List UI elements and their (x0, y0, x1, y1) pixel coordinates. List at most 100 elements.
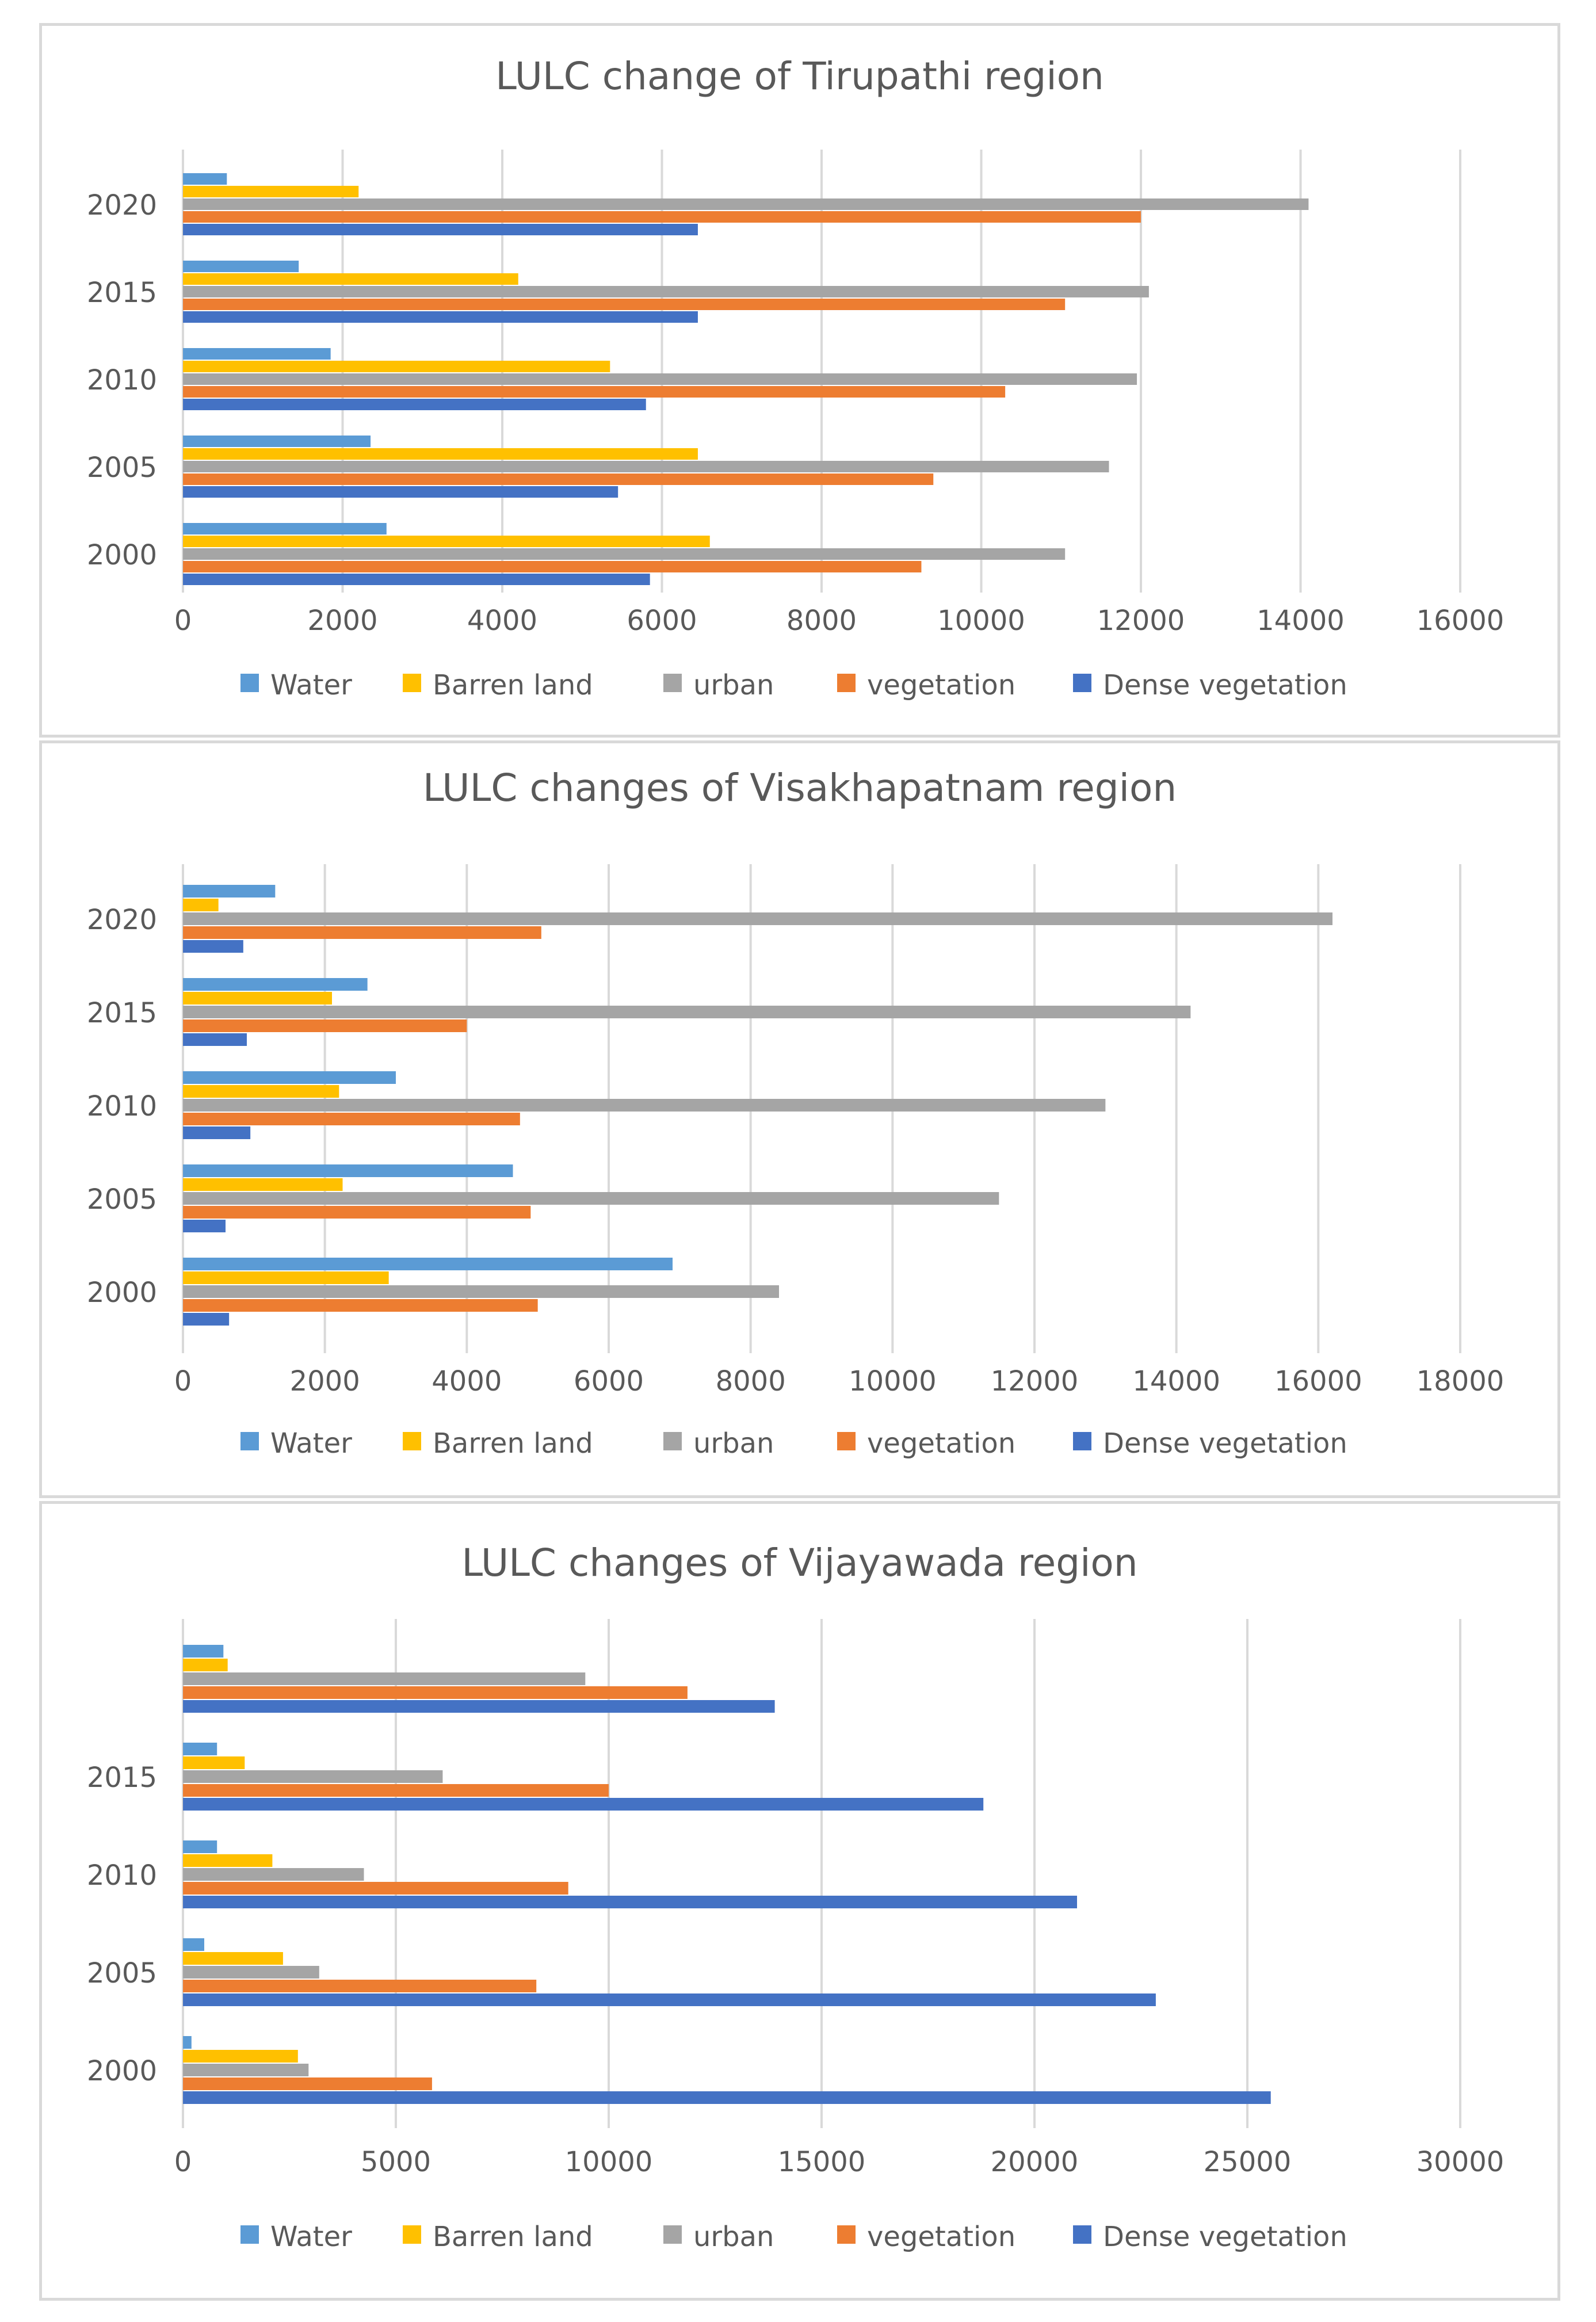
bar-water (183, 1840, 217, 1853)
bar-water (183, 1071, 396, 1084)
bar-vegetation (183, 1686, 688, 1699)
bar-vegetation (183, 473, 934, 485)
bar-vegetation (183, 926, 541, 939)
bar-urban (183, 286, 1149, 297)
bar-dense-vegetation (183, 1993, 1156, 2006)
bar-vegetation (183, 561, 922, 572)
bar-barren-land (183, 448, 698, 460)
bar-barren-land (183, 273, 518, 285)
x-tick-label: 2000 (307, 605, 377, 637)
bar-dense-vegetation (183, 1798, 984, 1811)
bar-urban (183, 1672, 586, 1685)
legend-swatch-barren-land (403, 674, 421, 692)
x-tick-label: 14000 (1132, 1365, 1220, 1397)
chart-svg: LULC change of Tirupathi region 0 2000 4000… (87, 54, 1505, 701)
bar-water (183, 1258, 673, 1270)
chart-svg: LULC changes of Visakhapatnam region 0 200… (87, 766, 1505, 1460)
x-tick-label: 2000 (290, 1365, 360, 1397)
x-tick-label: 6000 (574, 1365, 644, 1397)
bar-dense-vegetation (183, 1700, 775, 1713)
chart-title: LULC change of Tirupathi region (495, 54, 1104, 98)
bar-barren-land (183, 186, 359, 197)
x-tick-label: 4000 (467, 605, 537, 637)
legend-label-water: Water (270, 2221, 352, 2253)
legend-swatch-dense-vegetation (1073, 674, 1091, 692)
bar-water (183, 173, 227, 185)
bar-dense-vegetation (183, 2091, 1271, 2104)
bar-urban (183, 912, 1332, 925)
bar-dense-vegetation (183, 311, 698, 323)
bar-water (183, 885, 276, 898)
legend-label-vegetation: vegetation (867, 2221, 1015, 2253)
x-tick-label: 8000 (786, 605, 857, 637)
chart-title: LULC changes of Visakhapatnam region (423, 766, 1177, 810)
legend-swatch-urban (663, 1432, 682, 1450)
bar-dense-vegetation (183, 574, 650, 585)
bar-vegetation (183, 2077, 432, 2090)
legend-label-urban: urban (693, 669, 774, 701)
bar-water (183, 978, 368, 991)
legend-swatch-urban (663, 674, 682, 692)
bar-vegetation (183, 299, 1066, 310)
y-category-label: 2020 (87, 189, 157, 221)
bar-urban (183, 1192, 999, 1205)
legend-swatch-dense-vegetation (1073, 1432, 1091, 1450)
x-tick-label: 0 (174, 605, 192, 637)
bar-vegetation (183, 1980, 537, 1992)
x-tick-label: 0 (174, 2146, 192, 2178)
legend-label-dense-vegetation: Dense vegetation (1103, 1427, 1347, 1460)
y-category-label: 2000 (87, 1277, 157, 1309)
legend-swatch-vegetation (837, 674, 856, 692)
bar-urban (183, 461, 1109, 472)
x-tick-label: 5000 (361, 2146, 431, 2178)
y-category-label: 2005 (87, 1183, 157, 1216)
bar-water (183, 1645, 224, 1658)
x-tick-label: 14000 (1257, 605, 1345, 637)
bar-water (183, 1743, 217, 1755)
legend-swatch-barren-land (403, 2225, 421, 2244)
bar-water (183, 523, 387, 534)
legend-label-urban: urban (693, 1427, 774, 1460)
legend-label-barren-land: Barren land (433, 2221, 593, 2253)
legend-label-water: Water (270, 669, 352, 701)
bar-barren-land (183, 361, 610, 372)
x-tick-label: 4000 (432, 1365, 502, 1397)
y-category-label: 2020 (87, 904, 157, 936)
x-tick-label: 12000 (1097, 605, 1185, 637)
bar-vegetation (183, 1784, 609, 1797)
x-tick-label: 18000 (1416, 1365, 1505, 1397)
legend-label-vegetation: vegetation (867, 669, 1015, 701)
bar-urban (183, 198, 1309, 210)
x-tick-label: 12000 (991, 1365, 1079, 1397)
bar-barren-land (183, 992, 332, 1005)
bar-urban (183, 2064, 309, 2076)
y-category-label: 2015 (87, 277, 157, 309)
y-category-label: 2005 (87, 1957, 157, 1989)
x-tick-label: 10000 (849, 1365, 937, 1397)
bar-barren-land (183, 1854, 273, 1867)
legend-label-urban: urban (693, 2221, 774, 2253)
bar-urban (183, 1770, 443, 1783)
bar-urban (183, 1966, 319, 1979)
y-category-label: 2015 (87, 1762, 157, 1794)
x-tick-label: 30000 (1416, 2146, 1505, 2178)
bar-barren-land (183, 899, 219, 911)
bar-water (183, 1164, 513, 1177)
legend-label-barren-land: Barren land (433, 1427, 593, 1460)
legend-label-dense-vegetation: Dense vegetation (1103, 2221, 1347, 2253)
bar-dense-vegetation (183, 1033, 247, 1046)
legend-swatch-vegetation (837, 1432, 856, 1450)
bar-vegetation (183, 1206, 531, 1219)
y-category-label: 2005 (87, 452, 157, 484)
chart-svg: LULC changes of Vijayawada region 0 5000 10… (87, 1541, 1505, 2253)
chart-title: LULC changes of Vijayawada region (461, 1541, 1137, 1585)
bar-barren-land (183, 1756, 245, 1769)
bar-vegetation (183, 1882, 568, 1895)
bar-water (183, 2036, 192, 2049)
x-tick-label: 16000 (1416, 605, 1505, 637)
bar-dense-vegetation (183, 224, 698, 235)
y-category-label: 2010 (87, 1090, 157, 1122)
x-tick-label: 20000 (991, 2146, 1079, 2178)
legend-label-barren-land: Barren land (433, 669, 593, 701)
bar-vegetation (183, 211, 1141, 223)
